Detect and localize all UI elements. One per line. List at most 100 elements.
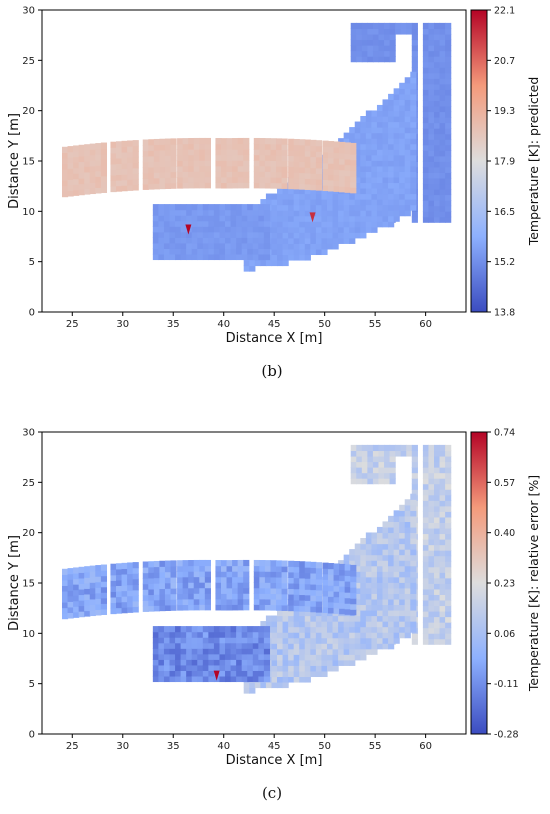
field-cell [177, 593, 184, 600]
y-tick-label: 0 [29, 730, 35, 741]
field-cell [288, 232, 295, 239]
field-cell [354, 232, 361, 239]
field-cell [219, 631, 226, 638]
field-cell [422, 472, 430, 479]
field-cell [293, 665, 300, 672]
field-cell [404, 626, 411, 633]
field-cell [219, 675, 226, 683]
field-cell [127, 168, 134, 175]
field-cell [215, 143, 222, 150]
field-cell [445, 188, 452, 196]
field-cell [237, 582, 244, 589]
field-cell [193, 182, 200, 189]
field-cell [180, 220, 187, 227]
field-cell [356, 450, 363, 457]
field-cell [344, 586, 351, 593]
field-cell [264, 171, 272, 178]
field-cell [236, 242, 243, 249]
field-cell [399, 99, 406, 106]
field-cell [100, 581, 108, 588]
field-cell [434, 28, 441, 35]
field-cell [389, 478, 396, 485]
field-cell [73, 611, 80, 618]
field-cell [89, 143, 96, 150]
field-cell [428, 183, 435, 190]
field-cell [230, 648, 237, 655]
field-cell [310, 248, 317, 256]
field-cell [410, 598, 417, 606]
field-cell [404, 176, 411, 184]
field-cell [152, 675, 159, 683]
field-cell [310, 561, 317, 568]
field-cell [293, 615, 300, 622]
field-cell [188, 604, 195, 611]
field-cell [299, 254, 306, 261]
field-cell [243, 176, 250, 183]
field-cell [399, 532, 406, 539]
field-cell [288, 582, 295, 590]
field-cell [241, 215, 248, 222]
field-cell [360, 176, 367, 184]
field-cell [354, 598, 361, 606]
field-cell [277, 232, 284, 239]
field-cell [350, 176, 357, 183]
field-cell [445, 572, 452, 579]
field-cell [434, 527, 441, 535]
field-cell [191, 648, 198, 655]
field-cell [293, 648, 300, 655]
field-cell [404, 560, 411, 567]
field-cell [215, 171, 222, 178]
field-cell [399, 609, 406, 617]
field-cell [384, 33, 391, 41]
field-cell [393, 165, 400, 172]
field-cell [193, 171, 200, 178]
field-cell [271, 621, 278, 628]
field-cell [84, 149, 91, 156]
field-cell [422, 205, 430, 212]
field-cell [428, 605, 435, 612]
field-cell [299, 210, 306, 217]
field-cell [376, 560, 384, 567]
field-cell [328, 157, 335, 164]
field-cell [399, 210, 406, 217]
field-cell [169, 242, 176, 249]
field-cell [163, 248, 171, 255]
field-cell [356, 461, 363, 468]
field-cell [326, 199, 334, 206]
field-cell [376, 104, 384, 112]
field-cell [404, 504, 411, 511]
field-cell [360, 637, 367, 644]
field-cell [204, 598, 211, 605]
field-cell [422, 489, 430, 496]
field-cell [89, 187, 96, 195]
field-cell [434, 505, 441, 512]
field-cell [191, 204, 198, 211]
field-cell [404, 210, 411, 217]
field-cell [153, 161, 161, 168]
field-cell [361, 50, 368, 57]
field-cell [270, 571, 277, 578]
field-cell [225, 670, 232, 677]
field-cell [411, 467, 418, 474]
field-cell [253, 137, 260, 145]
field-cell [199, 160, 206, 167]
field-cell [344, 597, 351, 604]
field-cell [197, 670, 204, 677]
field-cell [428, 483, 435, 490]
field-cell [349, 560, 356, 567]
field-cell [293, 193, 300, 200]
field-cell [232, 593, 239, 600]
field-cell [127, 173, 134, 180]
field-cell [365, 587, 373, 594]
field-cell [399, 615, 406, 622]
field-cell [270, 587, 277, 595]
field-cell [389, 444, 396, 452]
field-cell [197, 237, 204, 244]
field-cell [159, 149, 166, 156]
field-cell [253, 576, 260, 583]
field-cell [439, 144, 446, 151]
field-cell [338, 237, 345, 244]
field-cell [193, 604, 200, 611]
field-cell [158, 215, 165, 222]
field-cell [258, 626, 265, 633]
